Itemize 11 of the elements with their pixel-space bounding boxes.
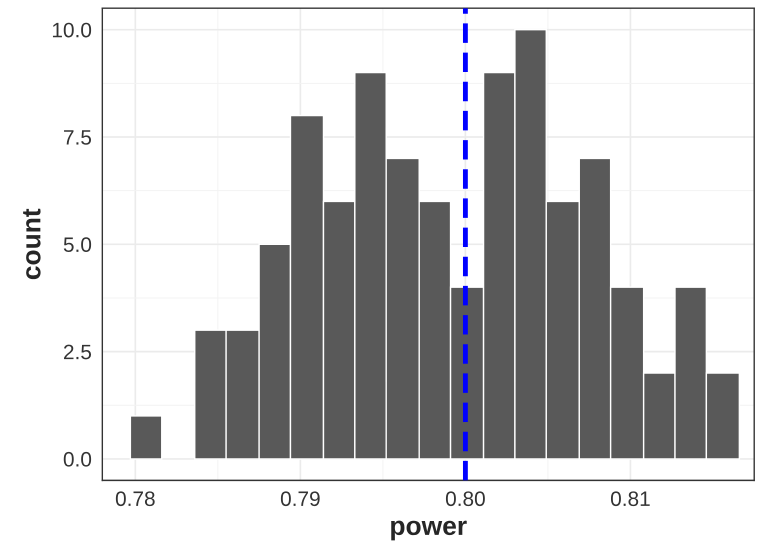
y-tick-label: 7.5 bbox=[64, 130, 92, 145]
y-tick-label: 2.5 bbox=[64, 344, 92, 360]
x-tick-label: 0.78 bbox=[116, 491, 155, 506]
x-tick-label: 0.79 bbox=[280, 491, 320, 506]
y-tick-label: 0.0 bbox=[64, 452, 92, 467]
x-tick-label: 0.80 bbox=[446, 491, 485, 506]
x-axis-title: power bbox=[391, 520, 467, 540]
y-axis-title: count bbox=[23, 208, 41, 280]
x-tick-label: 0.81 bbox=[610, 491, 650, 506]
y-tick-label: 10.0 bbox=[52, 22, 92, 38]
y-tick-label: 5.0 bbox=[64, 237, 92, 252]
